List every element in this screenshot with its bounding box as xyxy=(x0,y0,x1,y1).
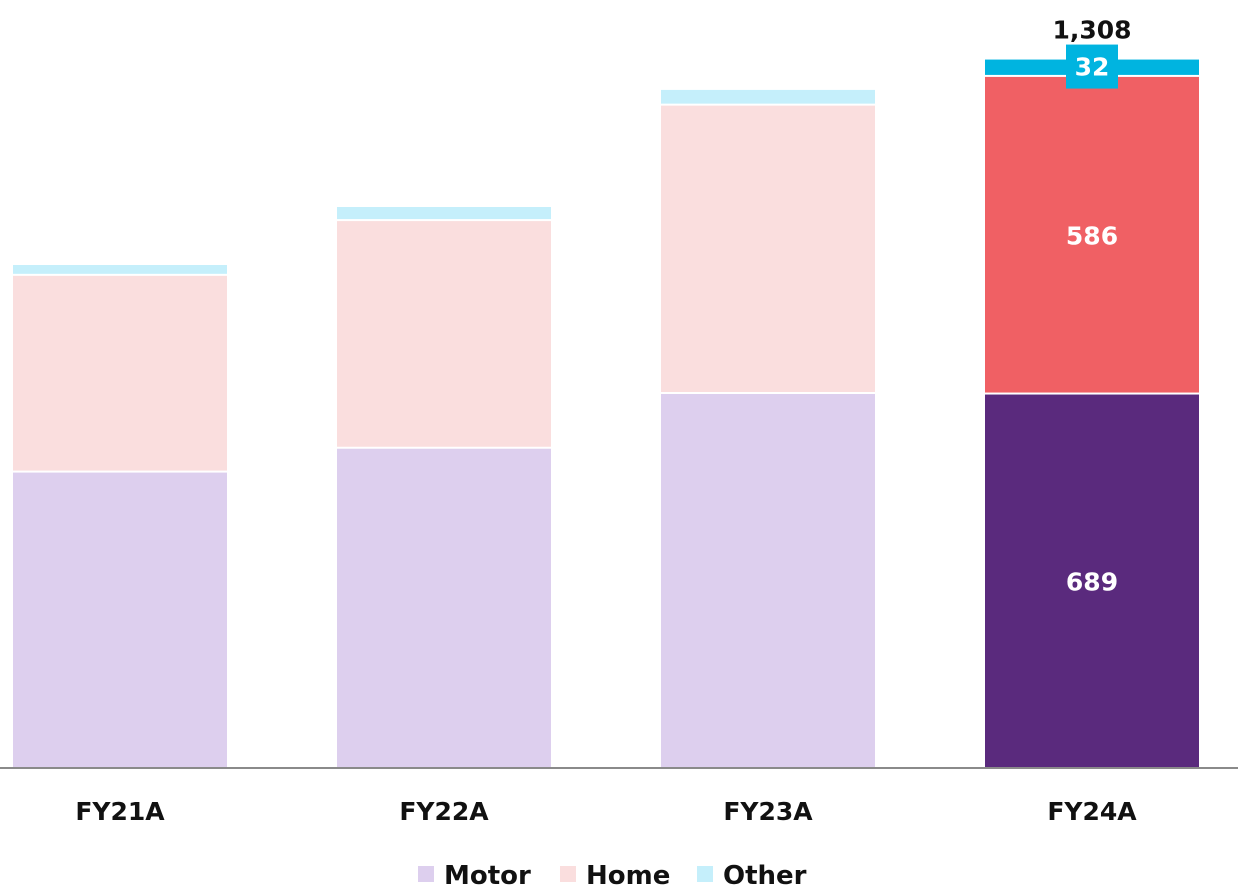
bar-fy22a-other xyxy=(337,207,551,220)
legend-swatch-motor xyxy=(418,866,434,882)
bar-fy23a-motor xyxy=(661,394,875,768)
bar-fy21a-home xyxy=(13,275,227,471)
legend-label-other: Other xyxy=(723,861,807,888)
bar-fy22a-motor xyxy=(337,448,551,768)
legend-swatch-home xyxy=(560,866,576,882)
bar-fy21a-other xyxy=(13,264,227,274)
x-tick-labels: FY21A FY22A FY23A FY24A xyxy=(75,797,1137,826)
data-labels: 689 586 32 1,308 xyxy=(1052,16,1131,597)
bar-fy24a-home xyxy=(985,76,1199,393)
bar-fy22a-home xyxy=(337,221,551,447)
data-label-fy24a-motor: 689 xyxy=(1066,567,1118,596)
total-label-fy24a: 1,308 xyxy=(1052,16,1131,45)
data-label-fy24a-other: 32 xyxy=(1075,53,1110,82)
legend-label-home: Home xyxy=(586,861,670,888)
legend: Motor Home Other xyxy=(418,861,807,888)
data-label-box-fy24a-other xyxy=(1066,44,1118,89)
bar-fy23a-other xyxy=(661,89,875,104)
x-tick-label-fy21a: FY21A xyxy=(75,797,165,826)
bar-fy24a-motor xyxy=(985,394,1199,768)
bar-fy23a-home xyxy=(661,105,875,393)
data-label-fy24a-home: 586 xyxy=(1066,222,1118,251)
bar-fy21a-motor xyxy=(13,472,227,768)
bars-group xyxy=(13,59,1199,768)
legend-swatch-other xyxy=(697,866,713,882)
x-tick-label-fy24a: FY24A xyxy=(1047,797,1137,826)
legend-label-motor: Motor xyxy=(444,861,531,888)
x-tick-label-fy22a: FY22A xyxy=(399,797,489,826)
x-tick-label-fy23a: FY23A xyxy=(723,797,813,826)
